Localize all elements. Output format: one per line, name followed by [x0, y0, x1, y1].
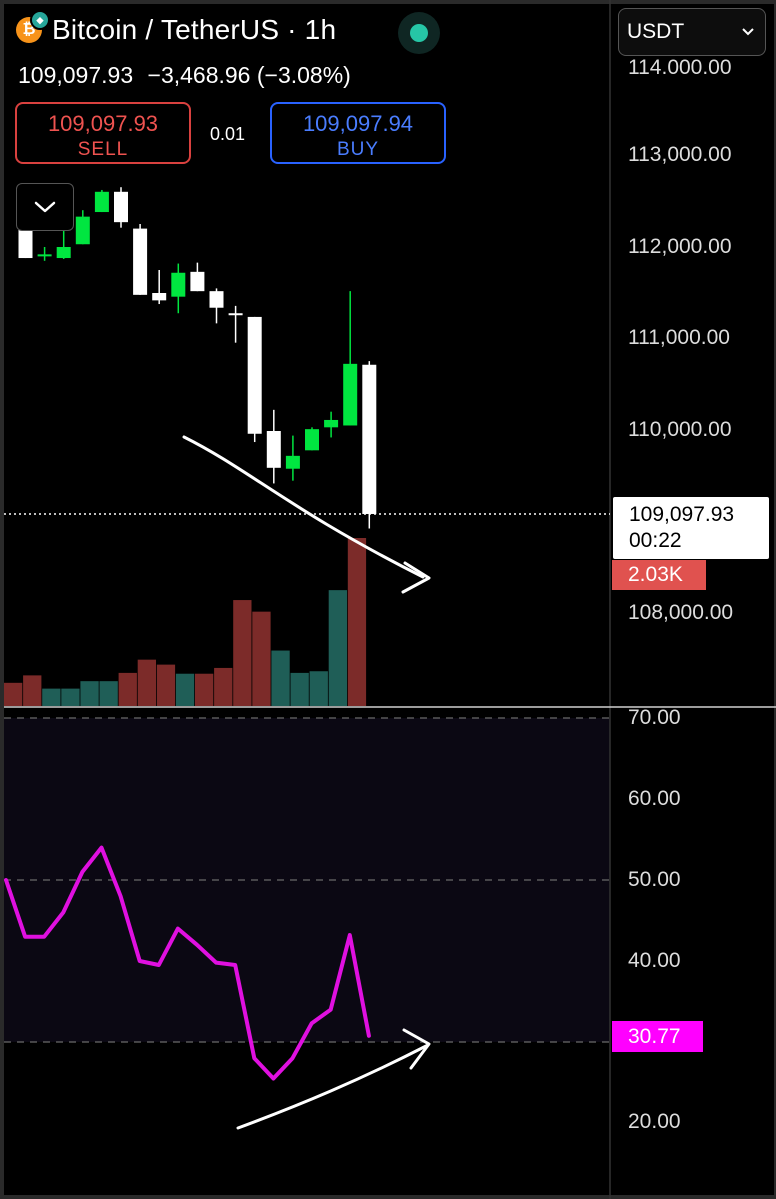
candle-body	[18, 228, 33, 259]
buy-label: BUY	[336, 139, 380, 160]
volume-bar	[4, 682, 23, 706]
buy-button[interactable]: 109,097.94 BUY	[270, 102, 446, 164]
exchange-badge-icon: ◆	[30, 10, 50, 30]
symbol-header[interactable]: ₿ ◆ Bitcoin / TetherUS · 1h	[16, 10, 337, 46]
volume-bar	[252, 611, 271, 706]
volume-tag: 2.03K	[612, 560, 706, 590]
volume-bar	[290, 672, 309, 706]
currency-select[interactable]: USDT	[618, 8, 766, 56]
bitcoin-icon: ₿ ◆	[16, 10, 50, 43]
candle-body	[37, 254, 52, 257]
price-change-line: 109,097.93 −3,468.96 (−3.08%)	[18, 62, 351, 89]
rsi-tick-label: 20.00	[628, 1110, 681, 1133]
candle-body	[228, 313, 243, 316]
price-down-arrowhead	[401, 561, 431, 594]
live-indicator-icon	[398, 12, 440, 54]
candle-body	[75, 216, 90, 245]
candle-body	[343, 363, 358, 426]
volume-bar	[309, 671, 328, 706]
volume-bar	[137, 659, 156, 706]
candle-body	[266, 431, 281, 468]
volume-bar	[80, 681, 99, 706]
candle-countdown: 00:22	[629, 529, 682, 552]
rsi-tick-label: 70.00	[628, 706, 681, 729]
price-tick-label: 110,000.00	[628, 418, 732, 441]
volume-bars	[4, 538, 367, 706]
candle-body	[305, 429, 319, 451]
candles	[18, 187, 377, 529]
volume-bar	[118, 672, 137, 706]
volume-bar	[42, 688, 61, 706]
sell-button[interactable]: 109,097.93 SELL	[15, 102, 191, 164]
chevron-down-icon	[742, 28, 754, 36]
rsi-tick-label: 60.00	[628, 787, 681, 810]
rsi-tick-label: 40.00	[628, 949, 681, 972]
rsi-up-arrow	[236, 1043, 430, 1130]
candle-body	[285, 455, 300, 469]
sell-label: SELL	[77, 139, 129, 160]
currency-value: USDT	[627, 20, 685, 43]
candle-body	[190, 271, 205, 292]
rsi-line	[4, 845, 371, 1081]
volume-bar	[175, 673, 195, 706]
symbol-title: Bitcoin / TetherUS · 1h	[52, 14, 337, 45]
sell-price: 109,097.93	[47, 111, 159, 136]
candle-body	[56, 247, 71, 259]
volume-bar	[61, 688, 80, 706]
last-price: 109,097.93	[18, 62, 134, 88]
buy-price: 109,097.94	[302, 111, 414, 136]
collapse-button[interactable]	[16, 183, 74, 231]
candle-body	[209, 291, 224, 308]
price-down-arrow	[182, 435, 425, 579]
candle-body	[94, 191, 109, 213]
rsi-tick-label: 50.00	[628, 868, 681, 891]
candle-body	[362, 364, 377, 514]
candle-body	[152, 293, 167, 301]
volume-bar	[347, 538, 367, 706]
price-tick-label: 113,000.00	[628, 143, 732, 166]
spread-value: 0.01	[210, 124, 246, 144]
volume-bar	[214, 667, 233, 706]
rsi-reference-lines	[4, 717, 610, 1043]
current-price: 109,097.93	[629, 503, 735, 526]
volume-bar	[233, 600, 252, 706]
rsi-up-arrowhead	[402, 1028, 431, 1070]
candle-body	[247, 316, 262, 434]
rsi-value-tag: 30.77	[612, 1021, 703, 1052]
rsi-series-line	[4, 845, 371, 1081]
volume-bar	[195, 673, 214, 706]
current-price-tag: 109,097.93 00:22	[613, 497, 769, 559]
price-tick-label: 114,000.00	[628, 56, 732, 74]
volume-bar	[23, 675, 42, 706]
volume-bar	[328, 590, 347, 706]
price-tick-label: 108,000.00	[628, 601, 734, 624]
price-tick-label: 111,000.00	[628, 326, 730, 349]
candle-body	[171, 272, 186, 297]
volume-bar	[156, 664, 176, 706]
drawing-annotations	[182, 435, 431, 1130]
candle-body	[114, 191, 128, 223]
volume-bar	[271, 650, 290, 706]
candle-body	[133, 228, 148, 295]
price-change: −3,468.96 (−3.08%)	[147, 62, 351, 88]
candle-body	[324, 419, 339, 428]
volume-bar	[99, 681, 118, 706]
price-tick-label: 112,000.00	[628, 235, 732, 258]
chevron-down-icon	[34, 201, 56, 213]
